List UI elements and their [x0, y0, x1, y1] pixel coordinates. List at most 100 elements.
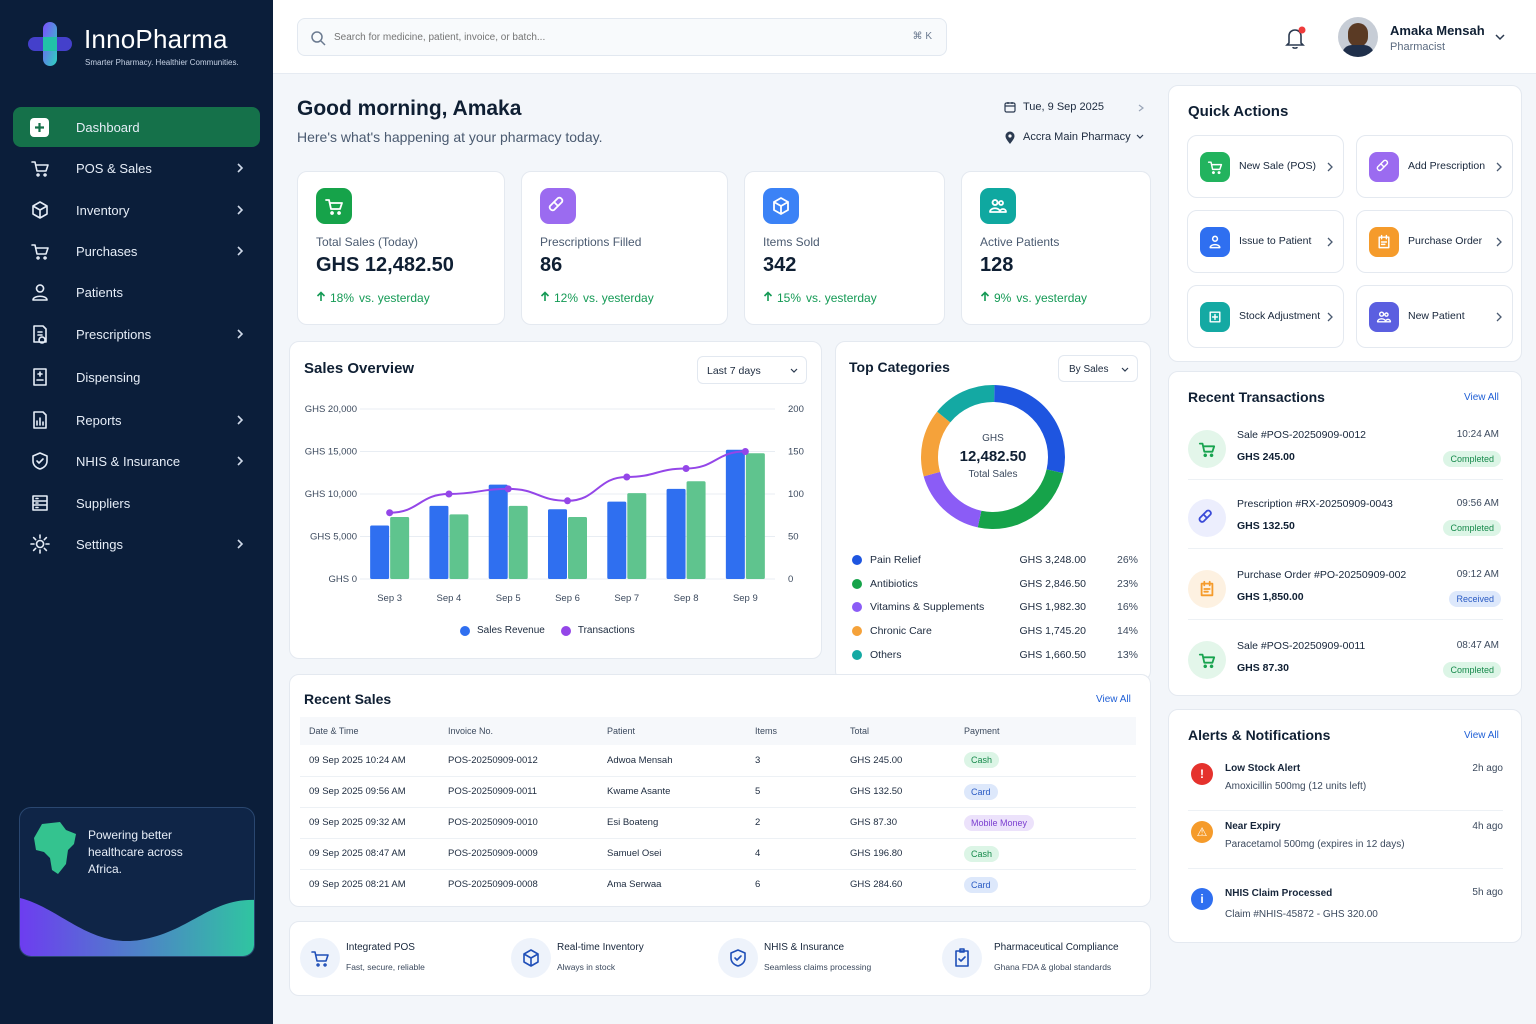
chevron-down-icon[interactable] [1495, 33, 1505, 41]
table-row[interactable]: 09 Sep 2025 08:47 AM POS-20250909-0009 Sam… [300, 838, 1136, 869]
donut-slice [937, 385, 995, 423]
quick-action-issue-to-patient[interactable]: Issue to Patient [1187, 210, 1344, 273]
table-cell: 2 [755, 817, 761, 828]
feature-title: Real-time Inventory [557, 942, 644, 953]
sidebar-item-inventory[interactable]: Inventory [13, 190, 260, 230]
stat-delta: 9% vs. yesterday [980, 291, 1087, 305]
category-percent: 23% [1116, 577, 1138, 590]
sidebar-item-label: Inventory [76, 202, 130, 218]
stat-delta-text: vs. yesterday [1016, 291, 1088, 305]
stat-delta: 15% vs. yesterday [763, 291, 877, 305]
quick-action-stock-adjustment[interactable]: Stock Adjustment [1187, 285, 1344, 348]
transaction-title: Sale #POS-20250909-0011 [1237, 640, 1366, 652]
alerts-view-all[interactable]: View All [1464, 730, 1499, 741]
alerts-card: Alerts & Notifications View All ! Low Sto… [1168, 709, 1522, 943]
category-amount: GHS 1,660.50 [1019, 648, 1086, 661]
quick-action-new-patient[interactable]: New Patient [1356, 285, 1513, 348]
quick-action-new-sale-pos[interactable]: New Sale (POS) [1187, 135, 1344, 198]
stat-delta: 18% vs. yesterday [316, 291, 430, 305]
stat-icon [763, 188, 799, 224]
sidebar-item-purchases[interactable]: Purchases [13, 231, 260, 271]
chevron-down-icon[interactable] [1136, 134, 1144, 140]
category-filter-select[interactable]: By Sales [1058, 355, 1138, 382]
table-row[interactable]: 09 Sep 2025 09:32 AM POS-20250909-0010 Esi… [300, 807, 1136, 838]
date-picker[interactable]: Tue, 9 Sep 2025 [1023, 101, 1104, 113]
sidebar-item-label: Patients [76, 284, 123, 300]
transaction-time: 08:47 AM [1456, 640, 1499, 651]
chevron-right-icon [237, 415, 244, 425]
table-row[interactable]: 09 Sep 2025 09:56 AM POS-20250909-0011 Kwa… [300, 776, 1136, 807]
transaction-icon [1188, 570, 1226, 608]
column-header: Items [755, 726, 778, 736]
recent-sales-table: Date & Time Invoice No. Patient Items Total P… [300, 717, 1136, 900]
alert-title: Low Stock Alert [1225, 763, 1301, 774]
alert-row[interactable]: i NHIS Claim Processed Claim #NHIS-45872 -… [1188, 882, 1503, 932]
x-tick-label: Sep 5 [496, 593, 521, 604]
recent-transactions-title: Recent Transactions [1188, 389, 1325, 405]
location-select[interactable]: Accra Main Pharmacy [1023, 131, 1131, 143]
transaction-row[interactable]: Sale #POS-20250909-0011 GHS 87.30 08:47 AM… [1188, 635, 1503, 691]
alert-row[interactable]: ! Low Stock Alert Amoxicillin 500mg (12 un… [1188, 761, 1503, 811]
arrow-up-icon [980, 291, 990, 301]
alert-title: NHIS Claim Processed [1225, 888, 1333, 899]
quick-action-label: Add Prescription [1408, 160, 1486, 172]
plus-icon [35, 123, 44, 132]
category-donut-chart [921, 385, 1065, 529]
sidebar-item-dispensing[interactable]: Dispensing [13, 357, 260, 397]
box-icon [773, 197, 789, 215]
sidebar-item-dashboard[interactable]: Dashboard [13, 107, 260, 147]
bar-secondary [568, 516, 587, 579]
alert-title: Near Expiry [1225, 821, 1281, 832]
bar-secondary [508, 505, 528, 579]
y2-tick-label: 200 [788, 404, 804, 415]
sidebar-item-nhis-insurance[interactable]: NHIS & Insurance [13, 441, 260, 481]
table-row[interactable]: 09 Sep 2025 10:24 AM POS-20250909-0012 Adw… [300, 745, 1136, 776]
chevron-right-icon [237, 205, 244, 215]
transaction-row[interactable]: Prescription #RX-20250909-0043 GHS 132.50… [1188, 493, 1503, 549]
chevron-right-icon [1327, 312, 1333, 322]
transaction-title: Prescription #RX-20250909-0043 [1237, 498, 1393, 510]
sidebar-item-label: Settings [76, 536, 123, 552]
quick-action-icon [1200, 152, 1230, 182]
stat-value: GHS 12,482.50 [316, 254, 454, 276]
search-input[interactable] [334, 19, 874, 55]
avatar[interactable] [1338, 17, 1378, 57]
stat-delta-text: vs. yesterday [583, 291, 654, 305]
range-select[interactable]: Last 7 days [697, 356, 807, 384]
sidebar-item-suppliers[interactable]: Suppliers [13, 483, 260, 523]
feature-item: Integrated POS Fast, secure, reliable [300, 936, 510, 980]
search-icon [311, 31, 326, 46]
bar-secondary [686, 481, 706, 579]
y-tick-label: GHS 15,000 [305, 447, 357, 458]
bell-icon[interactable] [1285, 26, 1307, 50]
quick-action-label: Issue to Patient [1239, 235, 1312, 247]
order-icon [1200, 580, 1214, 597]
search-box[interactable]: ⌘ K [297, 18, 947, 56]
cart-icon [311, 951, 329, 967]
cart-icon [31, 244, 49, 260]
alert-row[interactable]: ⚠ Near Expiry Paracetamol 500mg (expires i… [1188, 819, 1503, 869]
quick-action-purchase-order[interactable]: Purchase Order [1356, 210, 1513, 273]
sidebar-item-settings[interactable]: Settings [13, 524, 260, 564]
features-bar: Integrated POS Fast, secure, reliable Real… [289, 921, 1151, 996]
brand-tagline: Smarter Pharmacy. Healthier Communities. [85, 58, 239, 67]
transactions-view-all[interactable]: View All [1464, 392, 1499, 403]
category-row: Vitamins & Supplements GHS 1,982.30 16% [850, 600, 1140, 616]
sidebar-item-pos-sales[interactable]: POS & Sales [13, 148, 260, 188]
category-amount: GHS 2,846.50 [1019, 577, 1086, 590]
y-tick-label: GHS 10,000 [305, 489, 357, 500]
donut-slice [921, 411, 951, 477]
sidebar-item-patients[interactable]: Patients [13, 272, 260, 312]
quick-action-add-prescription[interactable]: Add Prescription [1356, 135, 1513, 198]
transaction-row[interactable]: Sale #POS-20250909-0012 GHS 245.00 10:24 A… [1188, 424, 1503, 480]
transaction-row[interactable]: Purchase Order #PO-20250909-002 GHS 1,850… [1188, 564, 1503, 620]
recent-sales-view-all[interactable]: View All [1096, 694, 1131, 705]
legend-revenue: Sales Revenue [477, 625, 545, 636]
sidebar-item-reports[interactable]: Reports [13, 400, 260, 440]
table-row[interactable]: 09 Sep 2025 08:21 AM POS-20250909-0008 Ama… [300, 869, 1136, 900]
chevron-right-icon [1496, 312, 1502, 322]
gear-icon [30, 534, 50, 554]
sidebar-item-prescriptions[interactable]: Prescriptions [13, 314, 260, 354]
transaction-title: Sale #POS-20250909-0012 [1237, 429, 1367, 441]
prescription-icon [33, 325, 47, 344]
